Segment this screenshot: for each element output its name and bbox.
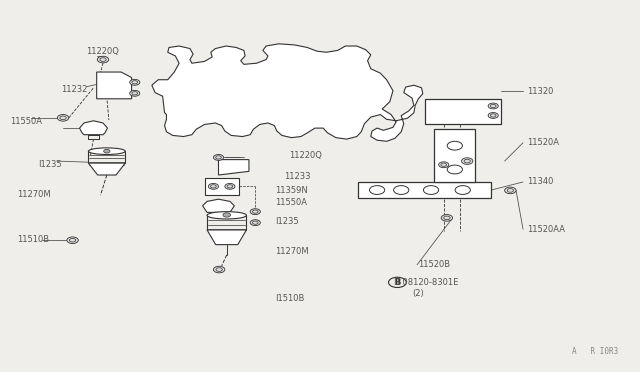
Circle shape — [488, 112, 499, 118]
Text: 11270M: 11270M — [276, 247, 309, 256]
Text: 11220Q: 11220Q — [86, 46, 120, 56]
Circle shape — [130, 90, 140, 96]
Text: 11270M: 11270M — [17, 190, 51, 199]
Text: 11320: 11320 — [527, 87, 553, 96]
Circle shape — [104, 149, 110, 153]
Polygon shape — [79, 121, 108, 135]
Text: 11340: 11340 — [527, 177, 553, 186]
Circle shape — [225, 183, 235, 189]
Text: 11510B: 11510B — [17, 235, 49, 244]
Polygon shape — [205, 177, 239, 195]
Text: I1510B: I1510B — [276, 294, 305, 303]
Text: 11220Q: 11220Q — [289, 151, 323, 160]
Polygon shape — [203, 199, 234, 212]
Circle shape — [213, 266, 225, 273]
Polygon shape — [425, 99, 501, 125]
Circle shape — [438, 162, 449, 168]
Circle shape — [213, 154, 223, 160]
Circle shape — [58, 115, 68, 121]
Polygon shape — [358, 182, 492, 198]
Polygon shape — [88, 163, 125, 175]
Text: I1235: I1235 — [38, 160, 61, 169]
Circle shape — [488, 103, 499, 109]
Polygon shape — [434, 129, 476, 182]
Text: 11520A: 11520A — [527, 138, 559, 147]
Text: 11232: 11232 — [61, 86, 88, 94]
Text: 11233: 11233 — [284, 172, 310, 181]
Circle shape — [97, 56, 109, 63]
Ellipse shape — [88, 148, 125, 154]
Text: B 08120-8301E: B 08120-8301E — [394, 278, 459, 287]
Circle shape — [67, 237, 78, 244]
Circle shape — [209, 183, 218, 189]
Text: (2): (2) — [412, 289, 424, 298]
Circle shape — [250, 209, 260, 215]
Text: 11550A: 11550A — [10, 117, 42, 126]
Circle shape — [130, 79, 140, 85]
Text: 11359N: 11359N — [276, 186, 308, 195]
Polygon shape — [97, 72, 132, 99]
Text: 11520AA: 11520AA — [527, 225, 565, 234]
Text: 11550A: 11550A — [276, 198, 308, 207]
Circle shape — [441, 215, 452, 221]
Text: B: B — [394, 278, 401, 287]
Circle shape — [504, 187, 516, 194]
Circle shape — [223, 213, 230, 217]
Text: A   R I0R3: A R I0R3 — [572, 347, 618, 356]
Ellipse shape — [207, 212, 246, 219]
Text: I1235: I1235 — [276, 217, 300, 227]
Polygon shape — [152, 44, 423, 141]
Text: 11520B: 11520B — [419, 260, 451, 269]
Polygon shape — [207, 230, 246, 245]
Polygon shape — [218, 160, 249, 175]
Circle shape — [461, 158, 473, 164]
Circle shape — [250, 220, 260, 225]
